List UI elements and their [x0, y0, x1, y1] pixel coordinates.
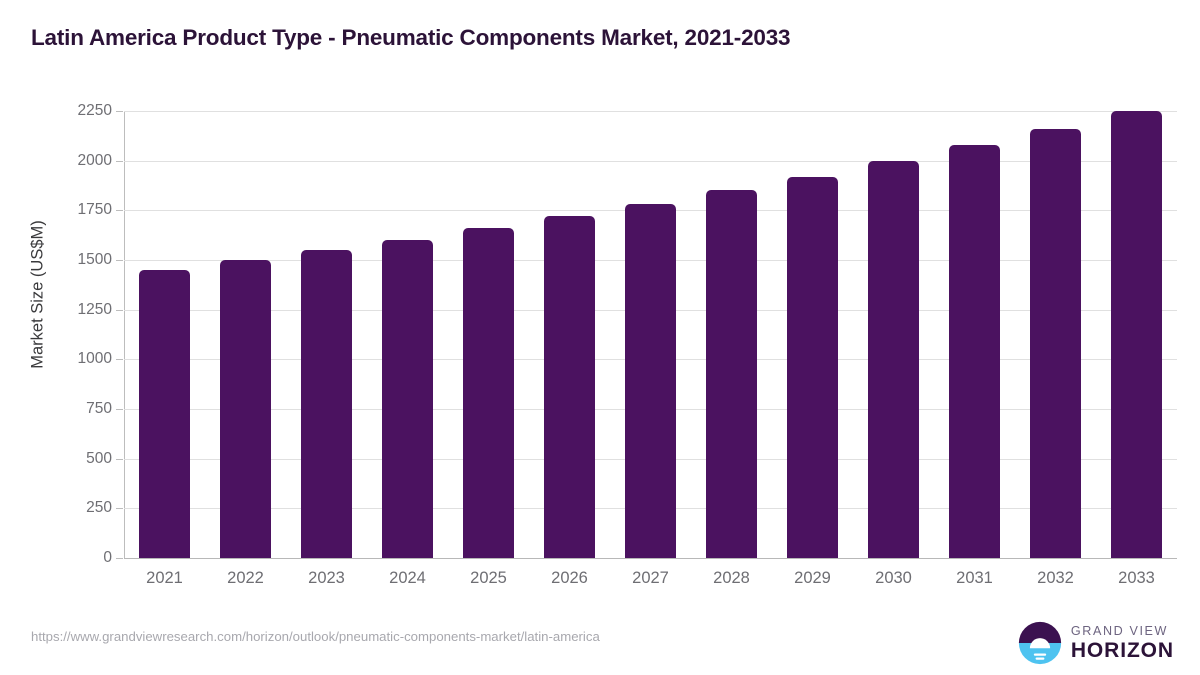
- y-axis-tick-label: 1000: [77, 350, 112, 368]
- bar[interactable]: [1030, 128, 1081, 558]
- logo-bottom-text: HORIZON: [1070, 639, 1174, 663]
- bar[interactable]: [382, 240, 433, 558]
- bar-group[interactable]: [301, 111, 352, 558]
- bar-group[interactable]: [625, 111, 676, 558]
- bar[interactable]: [625, 204, 676, 558]
- y-axis-tick-label: 1750: [77, 201, 112, 219]
- bar[interactable]: [1111, 111, 1162, 558]
- bar[interactable]: [868, 160, 919, 558]
- x-axis-tick-label: 2033: [1118, 569, 1155, 587]
- bar-group[interactable]: [787, 111, 838, 558]
- x-axis-tick-label: 2031: [956, 569, 993, 587]
- bar-group[interactable]: [220, 111, 271, 558]
- bar-group[interactable]: [139, 111, 190, 558]
- y-axis-tick-mark: [116, 458, 123, 460]
- bar[interactable]: [706, 190, 757, 558]
- y-axis-tick-mark: [116, 260, 123, 261]
- gridline: [124, 160, 1177, 162]
- plot-area: [124, 111, 1177, 559]
- grand-view-horizon-mark-icon: [1018, 621, 1061, 665]
- x-axis-tick-label: 2026: [551, 569, 588, 587]
- y-axis-tick-label: 250: [86, 499, 112, 517]
- bar[interactable]: [220, 260, 271, 558]
- bar-group[interactable]: [382, 111, 433, 558]
- y-axis-tick-mark: [116, 508, 123, 510]
- gridline: [124, 111, 1177, 112]
- x-axis-tick-label: 2021: [146, 569, 183, 587]
- x-axis-tick-label: 2029: [794, 569, 831, 587]
- y-axis-tick-label: 500: [86, 449, 112, 467]
- brand-logo: GRAND VIEW HORIZON: [1018, 620, 1174, 666]
- y-axis-tick-mark: [116, 409, 123, 410]
- x-axis-tick-label: 2025: [470, 569, 507, 587]
- y-axis-tick-label: 1500: [77, 251, 112, 268]
- y-axis-labels: 0 250 500 750 1000 1250 1500 1750 2000 2250: [0, 102, 112, 566]
- source-url[interactable]: https://www.grandviewresearch.com/horizo…: [31, 629, 600, 644]
- y-axis-tick-label: 0: [103, 549, 112, 566]
- x-axis-tick-label: 2023: [308, 569, 345, 587]
- y-axis-title: Market Size (US$M): [28, 220, 47, 369]
- y-axis-tick-label: 750: [86, 400, 112, 417]
- bar-group[interactable]: [706, 111, 757, 558]
- y-axis-tick-mark: [116, 111, 123, 112]
- x-axis-tick-label: 2030: [875, 569, 912, 587]
- y-axis-tick-mark: [116, 359, 123, 361]
- y-axis-tick-label: 1250: [77, 300, 112, 318]
- y-axis-tick-label: 2250: [77, 102, 112, 119]
- bar[interactable]: [787, 176, 838, 558]
- y-axis-tick-mark: [116, 210, 123, 212]
- x-axis-tick-label: 2028: [713, 569, 750, 587]
- logo-top-text: GRAND VIEW: [1070, 623, 1169, 638]
- bar[interactable]: [544, 216, 595, 558]
- x-axis-tick-label: 2032: [1037, 569, 1074, 587]
- x-axis-tick-label: 2024: [389, 569, 426, 587]
- x-axis-tick-label: 2022: [227, 569, 264, 587]
- bar[interactable]: [139, 269, 190, 558]
- y-axis-tick-marks: [0, 111, 124, 559]
- y-axis-tick-mark: [116, 558, 123, 559]
- bar-group[interactable]: [868, 111, 919, 558]
- page-title: Latin America Product Type - Pneumatic C…: [31, 25, 791, 50]
- bar[interactable]: [301, 250, 352, 558]
- bar[interactable]: [949, 144, 1000, 558]
- y-axis-tick-mark: [116, 160, 123, 162]
- bar-group[interactable]: [1030, 111, 1081, 558]
- bar-group[interactable]: [463, 111, 514, 558]
- bar[interactable]: [463, 228, 514, 558]
- bar-group[interactable]: [949, 111, 1000, 558]
- x-axis-tick-label: 2027: [632, 569, 669, 587]
- y-axis-line: [124, 111, 125, 558]
- logo-text: GRAND VIEW HORIZON: [1071, 625, 1174, 662]
- gridline: [124, 558, 1177, 559]
- bar-group[interactable]: [1111, 111, 1162, 558]
- y-axis-tick-label: 2000: [77, 151, 112, 169]
- y-axis-tick-mark: [116, 309, 123, 311]
- bar-group[interactable]: [544, 111, 595, 558]
